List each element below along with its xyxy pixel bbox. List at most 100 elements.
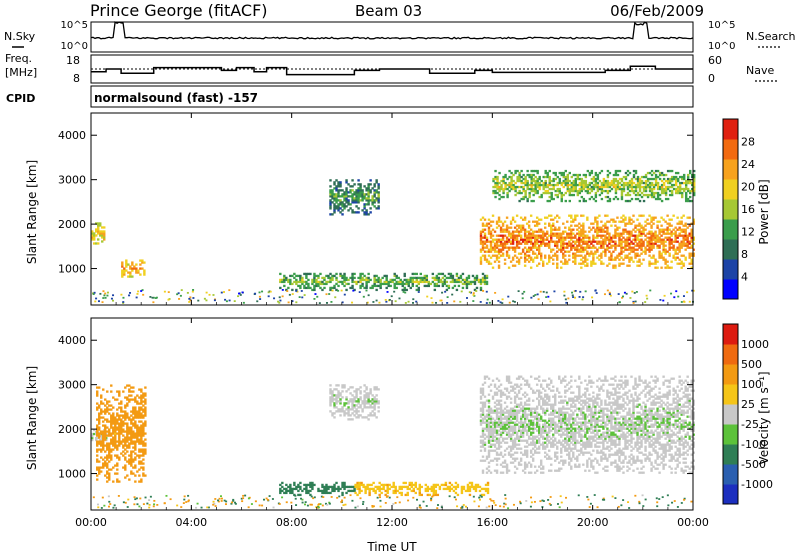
heatmap-cell xyxy=(497,403,501,406)
heatmap-cell xyxy=(283,284,286,288)
heatmap-cell xyxy=(460,485,464,489)
heatmap-cell xyxy=(375,416,378,419)
heatmap-cell xyxy=(544,179,547,183)
heatmap-cell xyxy=(503,262,507,265)
heatmap-cell xyxy=(335,193,338,196)
heatmap-cell xyxy=(144,414,147,417)
heatmap-cell xyxy=(570,238,573,241)
heatmap-cell xyxy=(509,453,513,456)
heatmap-cell xyxy=(556,234,559,237)
heatmap-cell xyxy=(503,461,507,464)
heatmap-cell xyxy=(513,411,517,414)
heatmap-cell xyxy=(536,185,539,189)
heatmap-cell xyxy=(465,286,469,290)
heatmap-cell xyxy=(132,408,135,411)
heatmap-cell xyxy=(91,230,94,233)
heatmap-cell xyxy=(646,179,650,183)
heatmap-cell xyxy=(538,185,541,189)
heatmap-cell xyxy=(541,467,545,470)
heatmap-cell xyxy=(481,409,485,412)
heatmap-cell xyxy=(562,175,565,179)
heatmap-cell xyxy=(323,491,326,495)
heatmap-cell xyxy=(462,485,466,489)
heatmap-cell xyxy=(535,242,539,245)
heatmap-cell xyxy=(93,238,96,241)
heatmap-cell xyxy=(624,199,628,203)
heatmap-cell xyxy=(331,191,334,194)
heatmap-cell xyxy=(497,411,501,414)
heatmap-cell xyxy=(364,485,367,489)
heatmap-cell xyxy=(341,205,344,208)
heatmap-cell xyxy=(443,278,447,282)
heatmap-cell xyxy=(600,256,603,259)
heatmap-cell xyxy=(99,230,102,233)
heatmap-cell xyxy=(598,242,601,245)
heatmap-cell xyxy=(550,218,553,221)
heatmap-cell xyxy=(98,428,101,431)
heatmap-cell xyxy=(688,300,691,303)
heatmap-cell xyxy=(592,187,596,191)
heatmap-cell xyxy=(533,377,537,380)
heatmap-cell xyxy=(642,181,646,185)
heatmap-cell xyxy=(493,411,497,414)
heatmap-cell xyxy=(103,230,106,233)
heatmap-cell xyxy=(499,240,503,243)
heatmap-cell xyxy=(541,429,545,432)
heatmap-cell xyxy=(515,242,519,245)
heatmap-cell xyxy=(489,246,493,249)
heatmap-cell xyxy=(511,242,515,245)
heatmap-cell xyxy=(503,417,507,420)
heatmap-cell xyxy=(498,181,501,185)
heatmap-cell xyxy=(96,450,99,453)
heatmap-cell xyxy=(138,420,141,423)
heatmap-cell xyxy=(594,240,597,243)
heatmap-cell xyxy=(676,256,679,259)
heatmap-cell xyxy=(315,278,318,282)
heatmap-cell xyxy=(131,261,134,264)
heatmap-cell xyxy=(339,400,342,403)
heatmap-cell xyxy=(371,195,374,198)
heatmap-cell xyxy=(417,291,420,293)
heatmap-cell xyxy=(102,410,105,413)
heatmap-cell xyxy=(531,399,535,402)
heatmap-cell xyxy=(519,242,523,245)
heatmap-cell xyxy=(623,291,626,294)
heatmap-cell xyxy=(387,280,390,284)
heatmap-cell xyxy=(598,214,601,217)
heatmap-cell xyxy=(618,301,621,304)
heatmap-cell xyxy=(515,236,519,239)
heatmap-cell xyxy=(608,246,611,249)
heatmap-cell xyxy=(333,203,336,206)
heatmap-cell xyxy=(620,197,624,201)
heatmap-cell xyxy=(533,409,537,412)
heatmap-cell xyxy=(118,428,121,431)
heatmap-cell xyxy=(114,418,117,421)
heatmap-cell xyxy=(140,398,143,401)
heatmap-cell xyxy=(539,230,543,233)
heatmap-cell xyxy=(367,402,370,405)
heatmap-cell xyxy=(690,189,694,193)
heatmap-cell xyxy=(495,226,499,229)
heatmap-cell xyxy=(664,236,667,239)
heatmap-cell xyxy=(192,297,195,299)
heatmap-cell xyxy=(356,483,359,487)
heatmap-cell xyxy=(594,216,597,219)
heatmap-cell xyxy=(570,230,573,233)
heatmap-cell xyxy=(499,234,503,237)
heatmap-cell xyxy=(515,411,519,414)
heatmap-cell xyxy=(523,240,527,243)
heatmap-cell xyxy=(600,228,603,231)
heatmap-cell xyxy=(636,260,639,263)
heatmap-cell xyxy=(580,238,583,241)
heatmap-cell xyxy=(404,493,407,497)
heatmap-cell xyxy=(503,411,507,414)
heatmap-cell xyxy=(520,169,523,173)
heatmap-cell xyxy=(650,193,654,197)
heatmap-cell xyxy=(481,471,485,474)
heatmap-cell xyxy=(525,258,529,261)
heatmap-cell xyxy=(646,195,650,199)
heatmap-cell xyxy=(530,187,533,191)
heatmap-cell xyxy=(351,394,354,397)
heatmap-cell xyxy=(630,250,633,253)
heatmap-cell xyxy=(610,236,613,239)
